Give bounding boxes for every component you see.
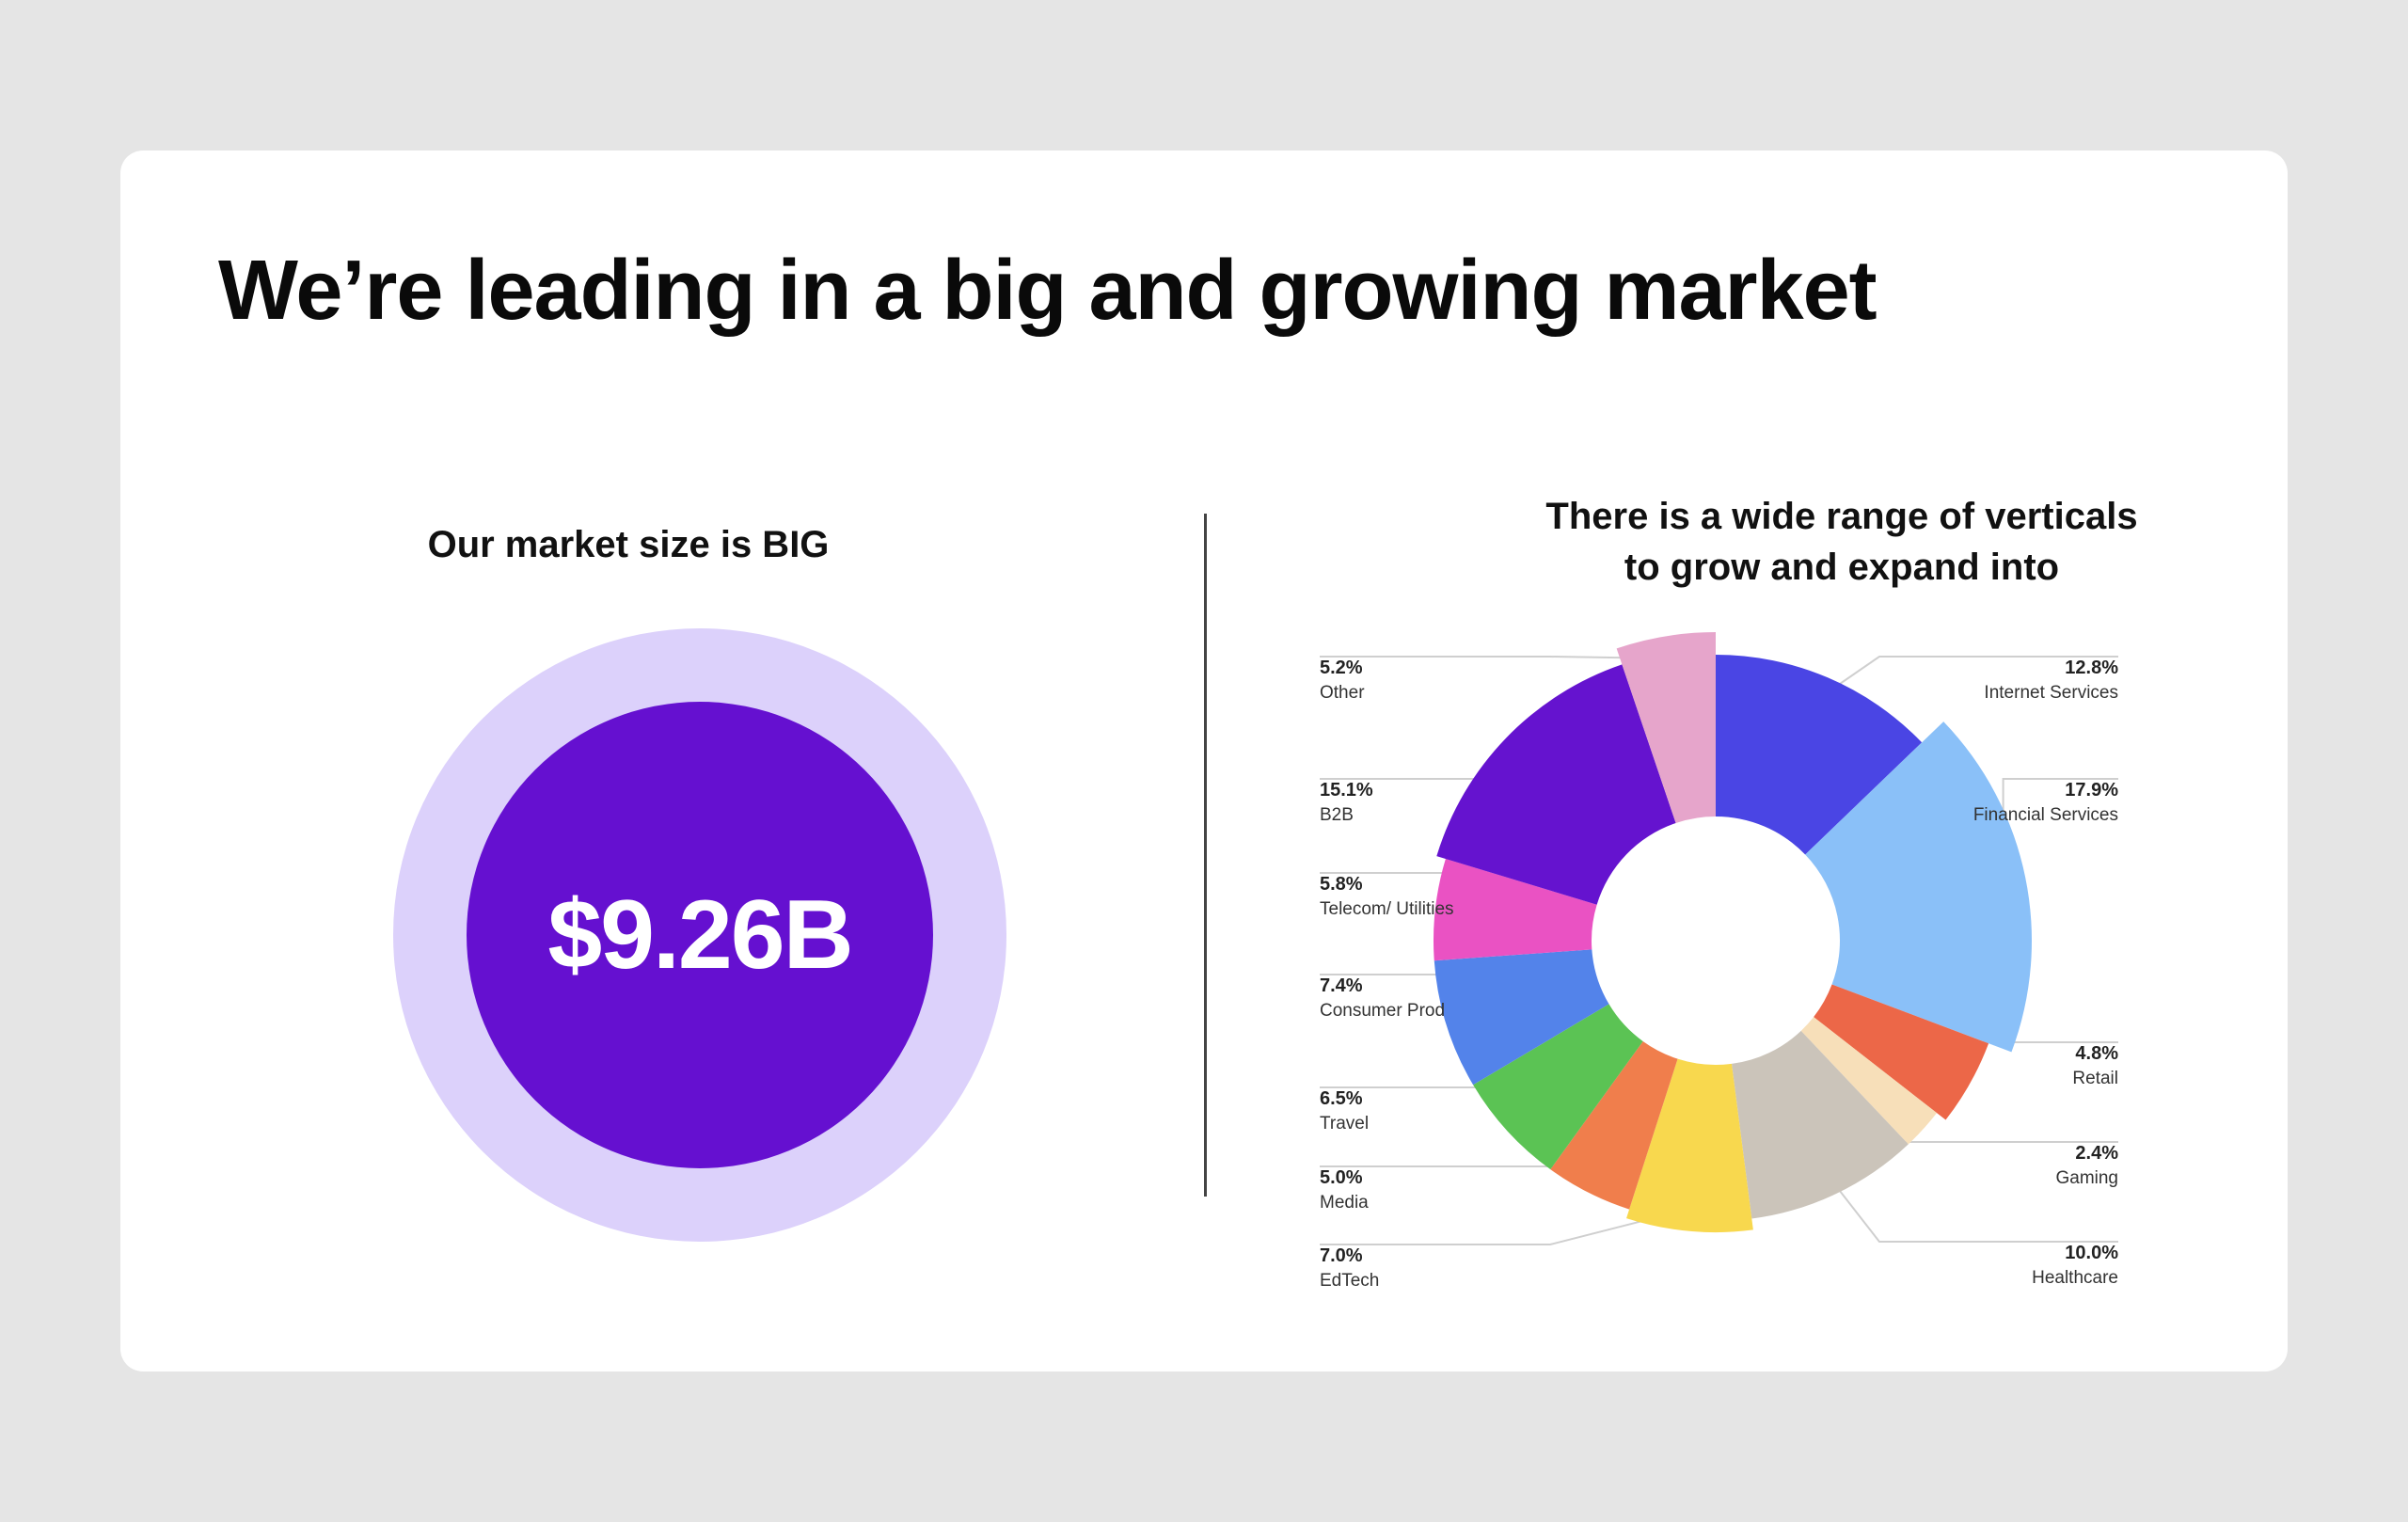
slice-percent-label: 7.0% xyxy=(1320,1245,1363,1266)
section-divider xyxy=(1204,514,1207,1197)
slice-percent-label: 4.8% xyxy=(2075,1043,2118,1064)
leader-line xyxy=(1825,1172,2118,1243)
slice-percent-label: 15.1% xyxy=(1320,780,1373,801)
slice-percent-label: 12.8% xyxy=(2065,658,2118,678)
slice-name-label: B2B xyxy=(1320,805,1354,825)
slice-percent-label: 2.4% xyxy=(2075,1143,2118,1164)
donut-slice-other xyxy=(1616,632,1716,823)
donut-slice-gaming xyxy=(1800,1017,1938,1145)
slice-name-label: EdTech xyxy=(1320,1271,1379,1291)
slice-percent-label: 5.2% xyxy=(1320,658,1363,678)
verticals-donut-chart: 12.8% Internet Services 17.9% Financial Ser… xyxy=(1320,632,2118,1291)
market-size-subtitle: Our market size is BIG xyxy=(427,524,830,565)
donut-slice-internet-services xyxy=(1716,655,1923,855)
slice-percent-label: 5.8% xyxy=(1320,874,1363,895)
slice-name-label: Consumer Prod xyxy=(1320,1001,1445,1021)
market-size-inner-circle: $9.26B xyxy=(467,702,933,1168)
page-title: We’re leading in a big and growing marke… xyxy=(218,244,1877,338)
slice-name-label: Gaming xyxy=(2055,1168,2118,1188)
slice-name-label: Retail xyxy=(2072,1069,2118,1088)
donut-slice-b2b xyxy=(1436,664,1676,905)
donut-slice-edtech xyxy=(1626,1058,1753,1232)
slice-name-label: Internet Services xyxy=(1984,683,2118,703)
donut-slice-consumer-prod xyxy=(1434,949,1609,1086)
slice-percent-label: 5.0% xyxy=(1320,1167,1363,1188)
donut-slice-travel xyxy=(1473,1004,1643,1170)
slice-percent-label: 6.5% xyxy=(1320,1088,1363,1109)
leader-line xyxy=(1905,1114,2118,1143)
market-size-value: $9.26B xyxy=(547,880,853,990)
slide-card: We’re leading in a big and growing marke… xyxy=(120,151,2288,1371)
donut-slice-retail xyxy=(1814,984,1989,1120)
donut-slice-media xyxy=(1550,1040,1678,1210)
slice-name-label: Healthcare xyxy=(2032,1268,2118,1288)
market-size-outer-circle: $9.26B xyxy=(393,628,1006,1242)
leader-line xyxy=(1320,656,1670,660)
slice-name-label: Media xyxy=(1320,1193,1369,1213)
verticals-subtitle: There is a wide range of verticals to gr… xyxy=(1371,491,2312,593)
slice-percent-label: 10.0% xyxy=(2065,1243,2118,1263)
verticals-subtitle-line-2: to grow and expand into xyxy=(1624,547,2060,588)
slice-percent-label: 7.4% xyxy=(1320,975,1363,996)
slice-name-label: Telecom/ Utilities xyxy=(1320,899,1454,919)
slice-name-label: Financial Services xyxy=(1973,805,2118,825)
verticals-subtitle-line-1: There is a wide range of verticals xyxy=(1545,496,2138,537)
slice-percent-label: 17.9% xyxy=(2065,780,2118,801)
donut-slice-telecom-utilities xyxy=(1434,859,1597,961)
slice-name-label: Travel xyxy=(1320,1114,1369,1134)
donut-slice-healthcare xyxy=(1731,1030,1909,1219)
slice-name-label: Other xyxy=(1320,683,1365,703)
donut-slice-financial-services xyxy=(1805,721,2032,1053)
